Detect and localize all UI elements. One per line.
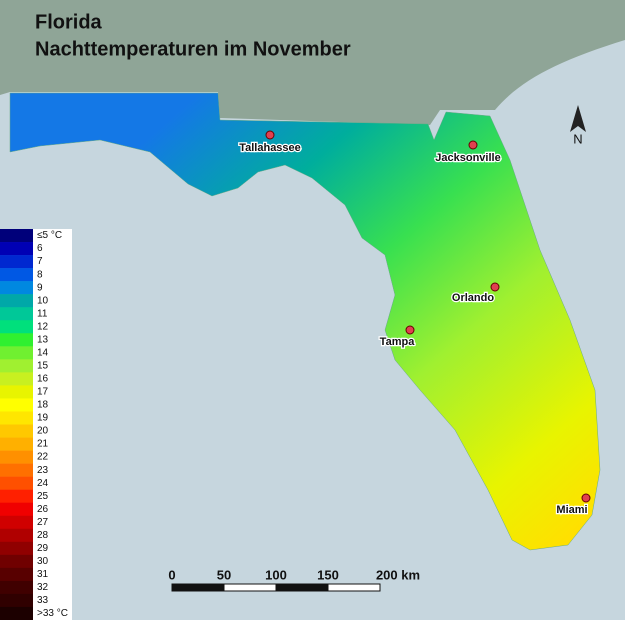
scale-label: 0 (168, 567, 175, 582)
legend-label: 16 (37, 374, 49, 385)
title: Florida (35, 11, 103, 33)
legend-label: 29 (37, 543, 49, 554)
legend-label: 23 (37, 465, 49, 476)
scale-segment (327, 583, 381, 592)
city-label: Jacksonville (435, 152, 500, 164)
legend-label: 25 (37, 491, 49, 502)
legend-swatch (0, 411, 33, 425)
legend-label: 27 (37, 517, 49, 528)
legend-swatch (0, 294, 33, 308)
legend-label: 30 (37, 556, 49, 567)
legend-label: 31 (37, 569, 49, 580)
legend-swatch (0, 437, 33, 451)
legend-swatch (0, 385, 33, 399)
legend-label: 20 (37, 426, 49, 437)
legend-swatch (0, 567, 33, 582)
legend-label: 33 (37, 595, 49, 606)
legend-label: 6 (37, 243, 43, 254)
legend-swatch (0, 346, 33, 360)
florida (9, 92, 601, 551)
legend-swatch (0, 242, 33, 256)
legend-swatch (0, 359, 33, 373)
city-marker (468, 140, 478, 150)
legend-swatch (0, 463, 33, 477)
scale-label: 50 (217, 567, 231, 582)
scale-segment (275, 583, 329, 592)
scale-segment (223, 583, 277, 592)
legend-swatch (0, 320, 33, 334)
legend-label: 22 (37, 452, 49, 463)
scale-label: 100 (265, 567, 287, 582)
legend-label: 24 (37, 478, 49, 489)
city-marker (490, 282, 500, 292)
legend-label: 7 (37, 256, 43, 267)
legend-label: 18 (37, 400, 49, 411)
legend-swatch (0, 372, 33, 386)
legend-label: 11 (37, 308, 48, 319)
legend-swatch (0, 333, 33, 347)
city-label: Orlando (452, 292, 494, 304)
city-label: Tallahassee (239, 142, 301, 154)
legend-label: 32 (37, 582, 49, 593)
legend-label: 14 (37, 347, 49, 358)
legend-swatch (0, 580, 33, 595)
north-arrow-icon (570, 105, 586, 132)
legend-swatch (0, 476, 33, 490)
legend-swatch (0, 593, 33, 608)
scale-label: 200 km (376, 567, 420, 582)
legend-swatch (0, 307, 33, 321)
subtitle: Nachttemperaturen im November (35, 38, 351, 60)
legend-label: 9 (37, 282, 43, 293)
scale-bar: 0 50 100 150 200 km (168, 567, 420, 592)
legend-swatch (0, 489, 33, 503)
legend-label: 19 (37, 413, 49, 424)
cities: Tallahassee Jacksonville Orlando Tampa Miami (238, 130, 591, 517)
scale-segment (171, 583, 225, 592)
legend-label: ≤5 °C (37, 230, 62, 241)
legend-label: 17 (37, 387, 49, 398)
legend-swatch (0, 424, 33, 438)
city-label: Miami (556, 504, 587, 516)
city-marker (581, 493, 591, 503)
legend-label: >33 °C (37, 608, 68, 619)
legend-swatch (0, 229, 33, 243)
legend-swatch (0, 541, 33, 556)
city-marker (405, 325, 415, 335)
legend-label: 13 (37, 334, 49, 345)
legend-swatch (0, 255, 33, 269)
legend-swatch (0, 515, 33, 530)
scale-label: 150 (317, 567, 339, 582)
legend-label: 10 (37, 295, 49, 306)
legend-label: 15 (37, 360, 49, 371)
north-label: N (573, 131, 582, 146)
legend-label: 12 (37, 321, 49, 332)
legend-swatch (0, 606, 33, 621)
legend-swatch (0, 502, 33, 517)
legend-swatch (0, 398, 33, 412)
legend-label: 8 (37, 269, 43, 280)
legend-swatch (0, 281, 33, 295)
city-marker (265, 130, 275, 140)
land-north (0, 0, 625, 125)
legend-label: 28 (37, 530, 49, 541)
city-label: Tampa (380, 336, 416, 348)
legend-swatch (0, 268, 33, 282)
legend-swatch (0, 528, 33, 543)
legend-swatch (0, 450, 33, 464)
legend-label: 21 (37, 439, 49, 450)
legend-label: 26 (37, 504, 49, 515)
legend: ≤5 °C 6 7 8 9 10 11 12 13 14 15 16 17 18 19 20 21 22 23 24 2… (0, 229, 72, 621)
legend-swatch (0, 554, 33, 569)
north-arrow: N (570, 105, 586, 146)
